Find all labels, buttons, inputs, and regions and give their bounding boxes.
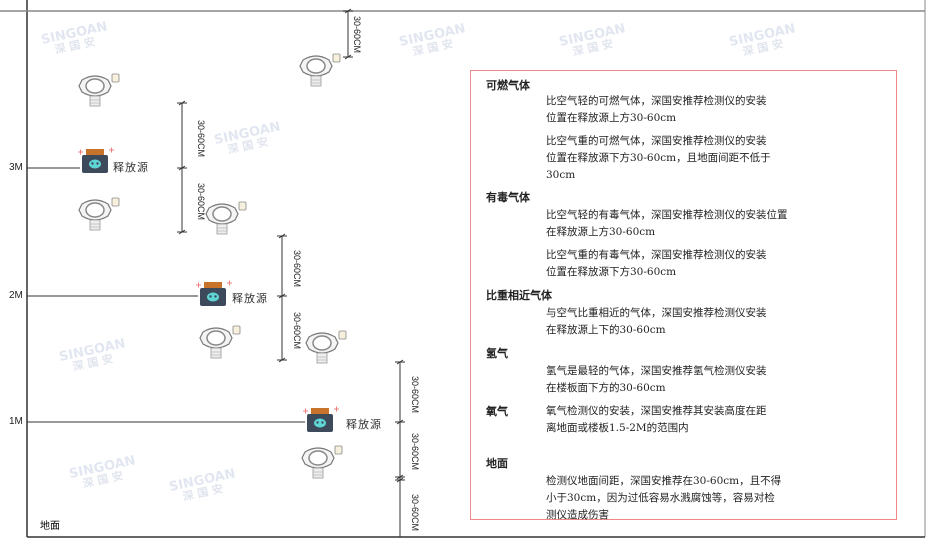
level-3m: 3M (9, 162, 23, 173)
detector-icon (301, 445, 343, 479)
text-line: 在楼板面下方的30-60cm (546, 382, 666, 394)
dimension-label: 30-60CM (410, 494, 420, 532)
section-text: 比空气轻的可燃气体，深国安推荐检测仪的安装 位置在释放源上方30-60cm (546, 93, 767, 127)
section-heading: 可燃气体 (486, 79, 530, 92)
dimension-label: 30-60CM (410, 376, 420, 414)
section-text: 比空气重的可燃气体，深国安推荐检测仪的安装 位置在释放源下方30-60cm，且地面… (546, 133, 771, 184)
level-2m: 2M (9, 290, 23, 301)
level-1m: 1M (9, 416, 23, 427)
dimension-label: 30-60CM (196, 183, 206, 221)
dimension-label: 30-60CM (292, 250, 302, 288)
sources (77, 147, 340, 433)
detector-icon (78, 73, 120, 107)
text-line: 检测仪地面间距，深国安推荐在30-60cm，且不得 (546, 475, 782, 487)
text-line: 位置在释放源下方30-60cm，且地面间距不低于 (546, 152, 771, 164)
text-line: 与空气比重相近的气体，深国安推荐检测仪安装 (546, 307, 767, 319)
section-text: 比空气重的有毒气体，深国安推荐检测仪的安装 位置在释放源下方30-60cm (546, 247, 767, 281)
info-panel: 可燃气体比空气轻的可燃气体，深国安推荐检测仪的安装 位置在释放源上方30-60cm… (470, 70, 897, 521)
section-heading: 比重相近气体 (486, 289, 552, 302)
text-line: 比空气轻的有毒气体，深国安推荐检测仪的安装位置 (546, 209, 788, 221)
section-text: 氧气检测仪的安装，深国安推荐其安装高度在距 离地面或楼板1.5-2M的范围内 (546, 403, 767, 437)
text-line: 测仪造成伤害 (546, 509, 609, 521)
ground-label: 地面 (40, 521, 60, 532)
text-line: 30cm (546, 169, 576, 181)
source-label: 释放源 (232, 292, 268, 305)
text-line: 在释放源上方30-60cm (546, 226, 656, 238)
detector-icon (199, 325, 241, 359)
section-text: 检测仪地面间距，深国安推荐在30-60cm，且不得 小于30cm，因为过低容易水溅… (546, 473, 781, 524)
section-heading: 有毒气体 (486, 191, 530, 204)
text-line: 比空气重的可燃气体，深国安推荐检测仪的安装 (546, 135, 767, 147)
section-heading: 氢气 (486, 347, 508, 360)
dimension-label: 30-60CM (196, 120, 206, 158)
dimension-label: 30-60CM (410, 433, 420, 471)
source-label: 释放源 (113, 161, 149, 174)
detector-icon (305, 330, 347, 364)
text-line: 离地面或楼板1.5-2M的范围内 (546, 422, 689, 434)
text-line: 位置在释放源下方30-60cm (546, 266, 677, 278)
dimension-label: 30-60CM (292, 312, 302, 350)
dimension-ticks (176, 8, 406, 483)
text-line: 小于30cm，因为过低容易水溅腐蚀等，容易对检 (546, 492, 775, 504)
release-source-icon (77, 147, 115, 174)
section-heading: 地面 (486, 457, 508, 470)
text-line: 氢气是最轻的气体，深国安推荐氢气检测仪安装 (546, 365, 767, 377)
section-text: 氢气是最轻的气体，深国安推荐氢气检测仪安装 在楼板面下方的30-60cm (546, 363, 767, 397)
section-text: 比空气轻的有毒气体，深国安推荐检测仪的安装位置 在释放源上方30-60cm (546, 207, 788, 241)
dimension-label: 30-60CM (352, 16, 362, 54)
text-line: 比空气轻的可燃气体，深国安推荐检测仪的安装 (546, 95, 767, 107)
text-line: 比空气重的有毒气体，深国安推荐检测仪的安装 (546, 249, 767, 261)
release-source-icon (195, 280, 233, 307)
text-line: 位置在释放源上方30-60cm (546, 112, 677, 124)
detector-icon (299, 53, 341, 87)
text-line: 氧气检测仪的安装，深国安推荐其安装高度在距 (546, 405, 767, 417)
section-heading: 氧气 (486, 405, 508, 418)
text-line: 在释放源上下的30-60cm (546, 324, 666, 336)
detector-icon (78, 197, 120, 231)
release-source-icon (302, 406, 340, 433)
source-label: 释放源 (346, 418, 382, 431)
detector-icon (205, 201, 247, 235)
section-text: 与空气比重相近的气体，深国安推荐检测仪安装 在释放源上下的30-60cm (546, 305, 767, 339)
detectors (78, 53, 347, 479)
